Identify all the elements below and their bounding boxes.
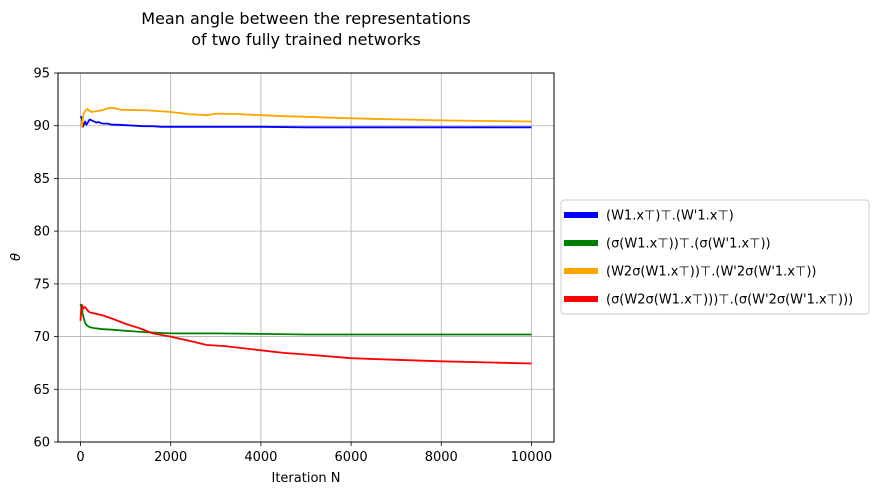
y-tick-label: 60 [33,436,50,451]
plot-lines [79,106,532,365]
y-tick-label: 80 [33,225,50,240]
x-axis-label: Iteration N [272,471,341,486]
series-line-1 [79,115,532,129]
grid [58,72,554,443]
y-tick-label: 75 [33,277,50,292]
plot-frame [57,72,555,443]
legend-label-1: (W1.x⊤)⊤.(W'1.x⊤) [606,209,734,224]
x-tick-label: 4000 [244,450,277,465]
y-tick-label: 70 [33,330,50,345]
x-tick-label: 6000 [335,450,368,465]
x-tick-label: 0 [76,450,84,465]
y-tick-label: 90 [33,119,50,134]
legend-label-3: (W2σ(W1.x⊤))⊤.(W'2σ(W'1.x⊤)) [606,265,816,280]
x-tick-label: 2000 [154,450,187,465]
series-line-3 [79,106,532,128]
legend-frame [560,199,870,315]
series-line-4 [79,303,532,365]
legend: (W1.x⊤)⊤.(W'1.x⊤) (σ(W1.x⊤))⊤.(σ(W'1.x⊤))… [560,199,870,315]
axis-ticks: 0 2000 4000 6000 8000 10000 60 65 70 75 80 85 90 95 [33,67,552,466]
y-axis-label: θ [9,253,24,261]
chart-title-line-1: Mean angle between the representations [141,9,470,28]
series-line-2 [79,303,532,336]
legend-label-2: (σ(W1.x⊤))⊤.(σ(W'1.x⊤)) [606,237,771,252]
y-tick-label: 95 [33,67,50,82]
x-tick-label: 8000 [425,450,458,465]
x-tick-label: 10000 [511,450,552,465]
y-tick-label: 65 [33,383,50,398]
legend-label-4: (σ(W2σ(W1.x⊤)))⊤.(σ(W'2σ(W'1.x⊤))) [606,293,853,308]
y-tick-label: 85 [33,172,50,187]
chart-title-line-2: of two fully trained networks [191,30,421,49]
